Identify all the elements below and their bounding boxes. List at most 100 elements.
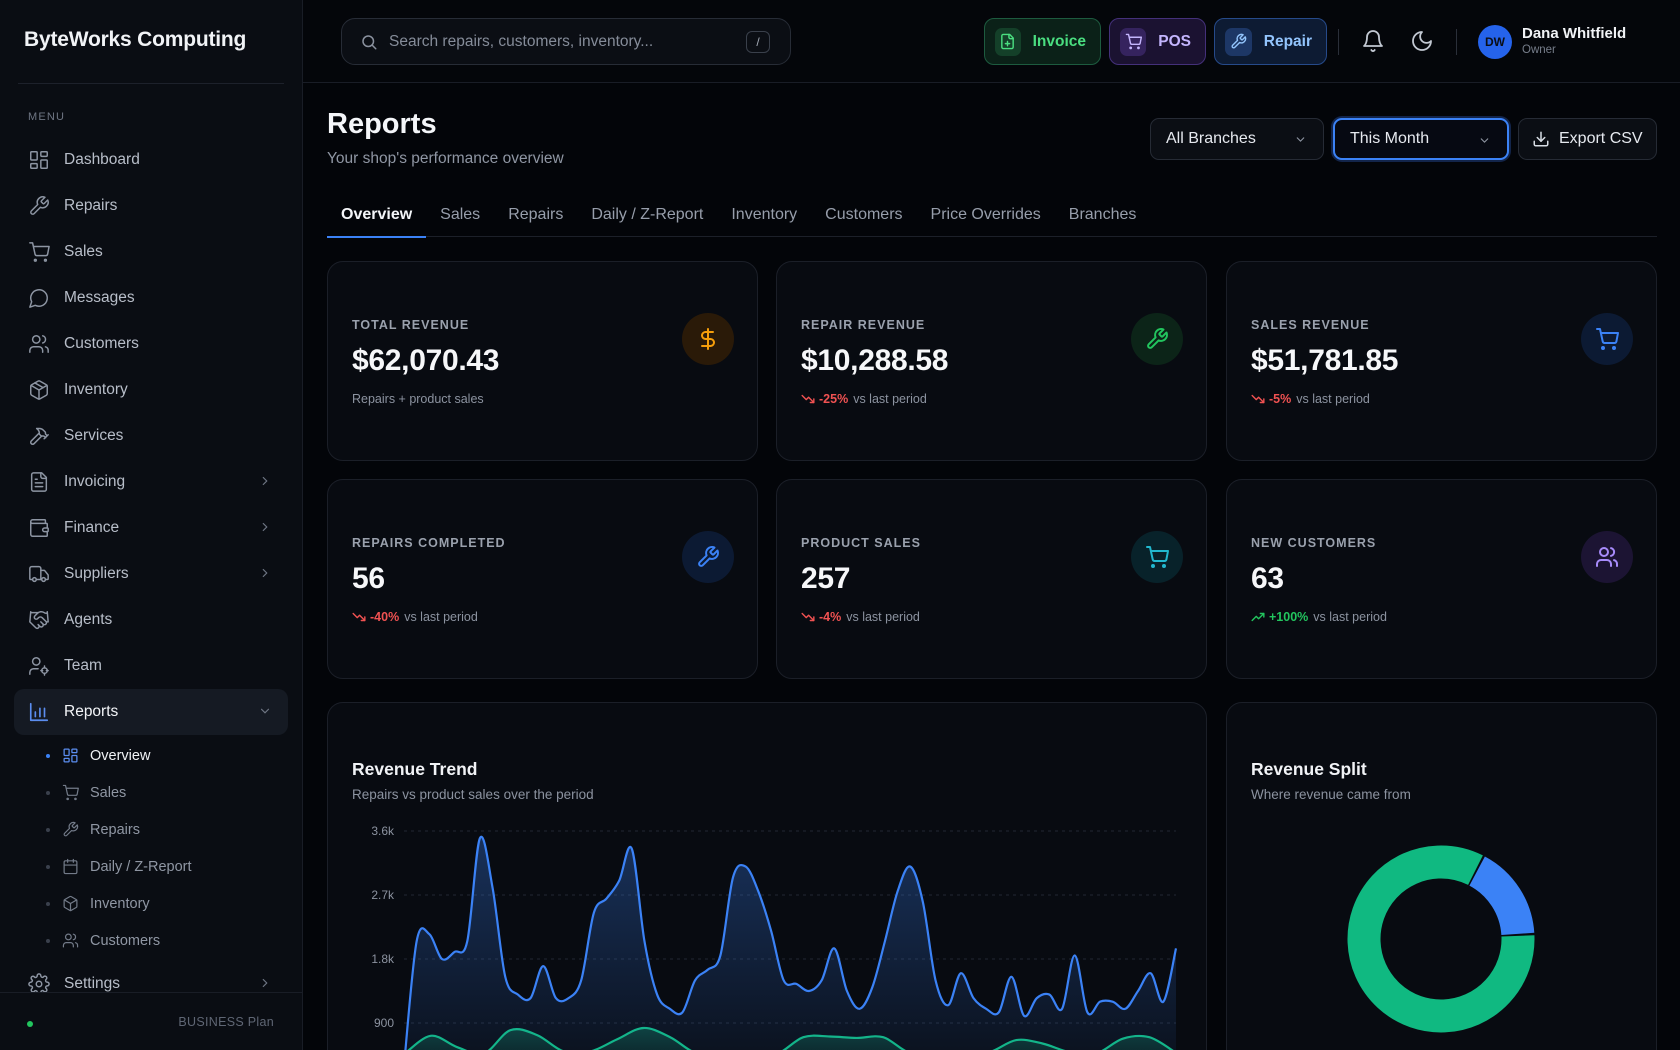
stat-delta: -25% xyxy=(819,392,849,406)
brand-name[interactable]: ByteWorks Computing xyxy=(24,28,247,51)
sidebar-item-dashboard[interactable]: Dashboard xyxy=(14,137,288,183)
donut-slice-product-sales[interactable] xyxy=(1347,845,1535,1033)
stat-note: Repairs + product sales xyxy=(352,392,484,406)
subnav-item-label: Customers xyxy=(90,932,161,949)
panel-subtitle: Where revenue came from xyxy=(1251,787,1411,802)
tab-daily-z-report[interactable]: Daily / Z-Report xyxy=(591,205,704,223)
tab-branches[interactable]: Branches xyxy=(1068,205,1137,223)
stat-note-text: vs last period xyxy=(846,610,920,624)
subnav-item-daily[interactable]: Daily / Z-Report xyxy=(46,848,288,885)
moon-icon[interactable] xyxy=(1410,29,1434,53)
pos-button[interactable]: POS xyxy=(1109,18,1206,65)
branch-select[interactable]: All Branches xyxy=(1150,118,1324,160)
tab-customers[interactable]: Customers xyxy=(825,205,903,223)
divider xyxy=(1456,29,1457,55)
sidebar-item-team[interactable]: Team xyxy=(14,643,288,689)
donut-slice-repairs[interactable] xyxy=(1337,835,1545,1043)
sidebar: ByteWorks Computing MENU Dashboard Repai… xyxy=(0,0,303,1050)
revenue-split-donut[interactable] xyxy=(1227,703,1657,1050)
sidebar-item-label: Suppliers xyxy=(64,565,129,582)
reports-subnav: Overview Sales Repairs Daily / Z-Report xyxy=(14,737,288,959)
tab-overview[interactable]: Overview xyxy=(327,192,427,238)
stat-note-text: Repairs + product sales xyxy=(352,392,484,406)
topbar: / Invoice POS Repair DW Dana Whitfield O… xyxy=(303,0,1680,83)
wrench-icon xyxy=(698,546,719,567)
tab-sales[interactable]: Sales xyxy=(440,205,481,223)
user-name[interactable]: Dana Whitfield xyxy=(1522,25,1627,42)
search-shortcut-key: / xyxy=(746,31,770,53)
chevron-down-icon xyxy=(260,708,270,714)
sidebar-nav: Dashboard Repairs Sales Messages Custome… xyxy=(14,137,288,1007)
search-input[interactable] xyxy=(389,32,729,51)
sidebar-item-label: Inventory xyxy=(64,381,128,398)
stat-note-text: vs last period xyxy=(1296,392,1370,406)
stat-card-sales-revenue: SALES REVENUE $51,781.85 -5% vs last per… xyxy=(1226,261,1657,461)
subnav-item-overview[interactable]: Overview xyxy=(46,737,288,774)
sidebar-item-finance[interactable]: Finance xyxy=(14,505,288,551)
stat-delta-row: +100% vs last period xyxy=(1251,610,1387,624)
stat-delta-row: -4% vs last period xyxy=(801,610,920,624)
search-box[interactable]: / xyxy=(341,18,791,65)
tab-repairs[interactable]: Repairs xyxy=(508,205,564,223)
period-select[interactable]: This Month xyxy=(1333,118,1509,160)
panel-title: Revenue Split xyxy=(1251,759,1367,779)
stat-icon-badge xyxy=(1581,313,1633,365)
sidebar-item-label: Sales xyxy=(64,243,103,260)
stat-delta: +100% xyxy=(1269,610,1309,624)
stat-card-product-sales: PRODUCT SALES 257 -4% vs last period xyxy=(776,479,1207,679)
button-label: Invoice xyxy=(1032,32,1086,50)
new-repair-button[interactable]: Repair xyxy=(1214,18,1327,65)
file-plus-icon xyxy=(1001,33,1015,50)
sidebar-item-sales[interactable]: Sales xyxy=(14,229,288,275)
subnav-item-label: Overview xyxy=(90,747,151,764)
chevron-right-icon xyxy=(262,568,268,578)
sidebar-item-repairs[interactable]: Repairs xyxy=(14,183,288,229)
page-subtitle: Your shop's performance overview xyxy=(327,150,564,167)
stat-delta: -4% xyxy=(819,610,842,624)
stat-label: NEW CUSTOMERS xyxy=(1251,536,1377,550)
stat-value: 56 xyxy=(352,562,385,595)
hammer-icon xyxy=(30,427,49,445)
sidebar-item-label: Reports xyxy=(64,703,119,720)
sidebar-item-label: Messages xyxy=(64,289,135,306)
bullet-dot xyxy=(46,827,50,832)
sidebar-item-messages[interactable]: Messages xyxy=(14,275,288,321)
wallet-icon xyxy=(30,519,49,537)
subnav-item-sales[interactable]: Sales xyxy=(46,774,288,811)
sidebar-item-agents[interactable]: Agents xyxy=(14,597,288,643)
sidebar-item-services[interactable]: Services xyxy=(14,413,288,459)
stat-label: PRODUCT SALES xyxy=(801,536,921,550)
y-tick-label: 2.7k xyxy=(371,888,395,902)
subnav-item-customers[interactable]: Customers xyxy=(46,922,288,959)
tab-price-overrides[interactable]: Price Overrides xyxy=(930,205,1041,223)
sidebar-item-label: Agents xyxy=(64,611,113,628)
sidebar-item-reports[interactable]: Reports xyxy=(14,689,288,735)
bullet-dot xyxy=(46,790,50,795)
stat-label: REPAIR REVENUE xyxy=(801,318,926,332)
chevron-right-icon xyxy=(262,476,268,486)
sidebar-item-label: Invoicing xyxy=(64,473,126,490)
stat-label: REPAIRS COMPLETED xyxy=(352,536,506,550)
sidebar-item-inventory[interactable]: Inventory xyxy=(14,367,288,413)
avatar[interactable]: DW xyxy=(1478,25,1512,59)
sidebar-item-settings[interactable]: Settings xyxy=(14,961,288,1007)
select-value: This Month xyxy=(1350,130,1430,147)
y-tick-label: 900 xyxy=(374,1016,394,1030)
revenue-trend-chart[interactable]: 3.6k 2.7k 1.8k 900 xyxy=(328,703,1207,1050)
tab-inventory[interactable]: Inventory xyxy=(731,205,798,223)
subnav-item-label: Sales xyxy=(90,784,127,801)
sidebar-item-suppliers[interactable]: Suppliers xyxy=(14,551,288,597)
y-tick-label: 1.8k xyxy=(371,952,395,966)
chevron-right-icon xyxy=(262,522,268,532)
sidebar-item-invoicing[interactable]: Invoicing xyxy=(14,459,288,505)
export-csv-button[interactable]: Export CSV xyxy=(1518,118,1657,160)
sidebar-footer: BUSINESS Plan xyxy=(0,992,302,1050)
bell-icon[interactable] xyxy=(1361,29,1385,53)
subnav-item-inventory[interactable]: Inventory xyxy=(46,885,288,922)
sidebar-item-customers[interactable]: Customers xyxy=(14,321,288,367)
stat-value: $62,070.43 xyxy=(352,344,500,377)
subnav-item-repairs[interactable]: Repairs xyxy=(46,811,288,848)
stat-icon-badge xyxy=(682,531,734,583)
new-invoice-button[interactable]: Invoice xyxy=(984,18,1101,65)
stat-card-repair-revenue: REPAIR REVENUE $10,288.58 -25% vs last p… xyxy=(776,261,1207,461)
